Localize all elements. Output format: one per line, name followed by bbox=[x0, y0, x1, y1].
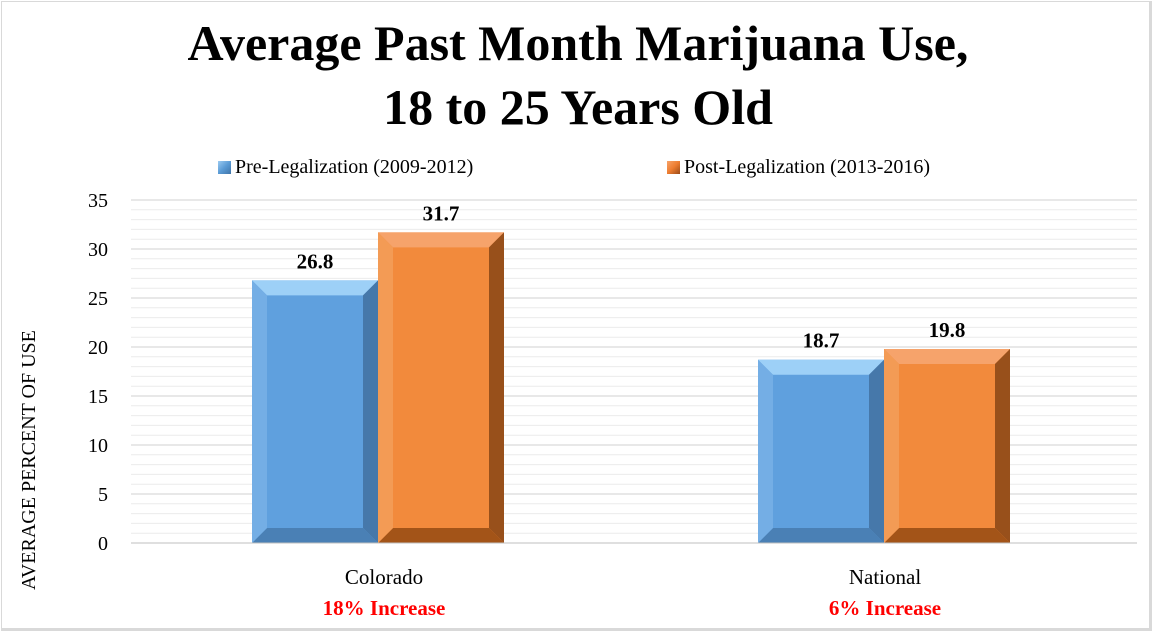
y-tick-label: 25 bbox=[88, 288, 108, 310]
increase-note-national: 6% Increase bbox=[828, 596, 942, 620]
bar-bevel-right bbox=[363, 280, 378, 543]
legend-label-pre: Pre-Legalization (2009-2012) bbox=[235, 156, 474, 178]
category-label-colorado: Colorado bbox=[344, 565, 424, 589]
category-label-national: National bbox=[848, 565, 922, 589]
bar-bevel-right bbox=[489, 232, 504, 543]
bar-bevel-right bbox=[869, 359, 884, 543]
legend-label-post: Post-Legalization (2013-2016) bbox=[684, 156, 931, 178]
bar-bevel-left bbox=[884, 348, 899, 543]
bar-national-pre bbox=[758, 359, 884, 543]
data-label-colorado-pre: 26.8 bbox=[297, 249, 334, 273]
chart-title: Average Past Month Marijuana Use, bbox=[187, 15, 969, 71]
y-tick-label: 5 bbox=[98, 484, 108, 506]
bar-bevel-bottom bbox=[252, 528, 378, 543]
bar-bevel-left bbox=[378, 232, 393, 543]
data-label-national-post: 19.8 bbox=[929, 318, 966, 342]
bar-colorado-post bbox=[378, 232, 504, 543]
legend-swatch-post bbox=[667, 161, 680, 174]
bar-bevel-left bbox=[758, 359, 773, 543]
increase-note-colorado: 18% Increase bbox=[322, 596, 446, 620]
bar-face bbox=[378, 232, 504, 543]
bar-bevel-bottom bbox=[378, 528, 504, 543]
bar-bevel-top bbox=[884, 348, 1010, 364]
bar-bevel-top bbox=[758, 359, 884, 375]
bar-national-post bbox=[884, 348, 1010, 543]
legend-item-post: Post-Legalization (2013-2016) bbox=[667, 156, 930, 179]
y-tick-label: 0 bbox=[98, 533, 108, 555]
bar-bevel-top bbox=[378, 232, 504, 248]
bar-bevel-top bbox=[252, 280, 378, 296]
y-tick-label: 10 bbox=[88, 435, 108, 457]
bar-face bbox=[252, 280, 378, 543]
data-label-colorado-post: 31.7 bbox=[423, 201, 460, 225]
bar-bevel-bottom bbox=[884, 528, 1010, 543]
bar-face bbox=[758, 359, 884, 543]
y-tick-label: 20 bbox=[88, 337, 108, 359]
bar-colorado-pre bbox=[252, 280, 378, 543]
legend-swatch-pre bbox=[218, 161, 231, 174]
bar-bevel-left bbox=[252, 280, 267, 543]
legend-item-pre: Pre-Legalization (2009-2012) bbox=[218, 156, 473, 179]
chart-subtitle: 18 to 25 Years Old bbox=[383, 79, 773, 135]
bar-bevel-bottom bbox=[758, 528, 884, 543]
bar-face bbox=[884, 348, 1010, 543]
data-label-national-pre: 18.7 bbox=[803, 329, 840, 353]
y-tick-label: 15 bbox=[88, 386, 108, 408]
bar-bevel-right bbox=[995, 348, 1010, 543]
y-tick-label: 35 bbox=[88, 190, 108, 212]
y-tick-label: 30 bbox=[88, 239, 108, 261]
